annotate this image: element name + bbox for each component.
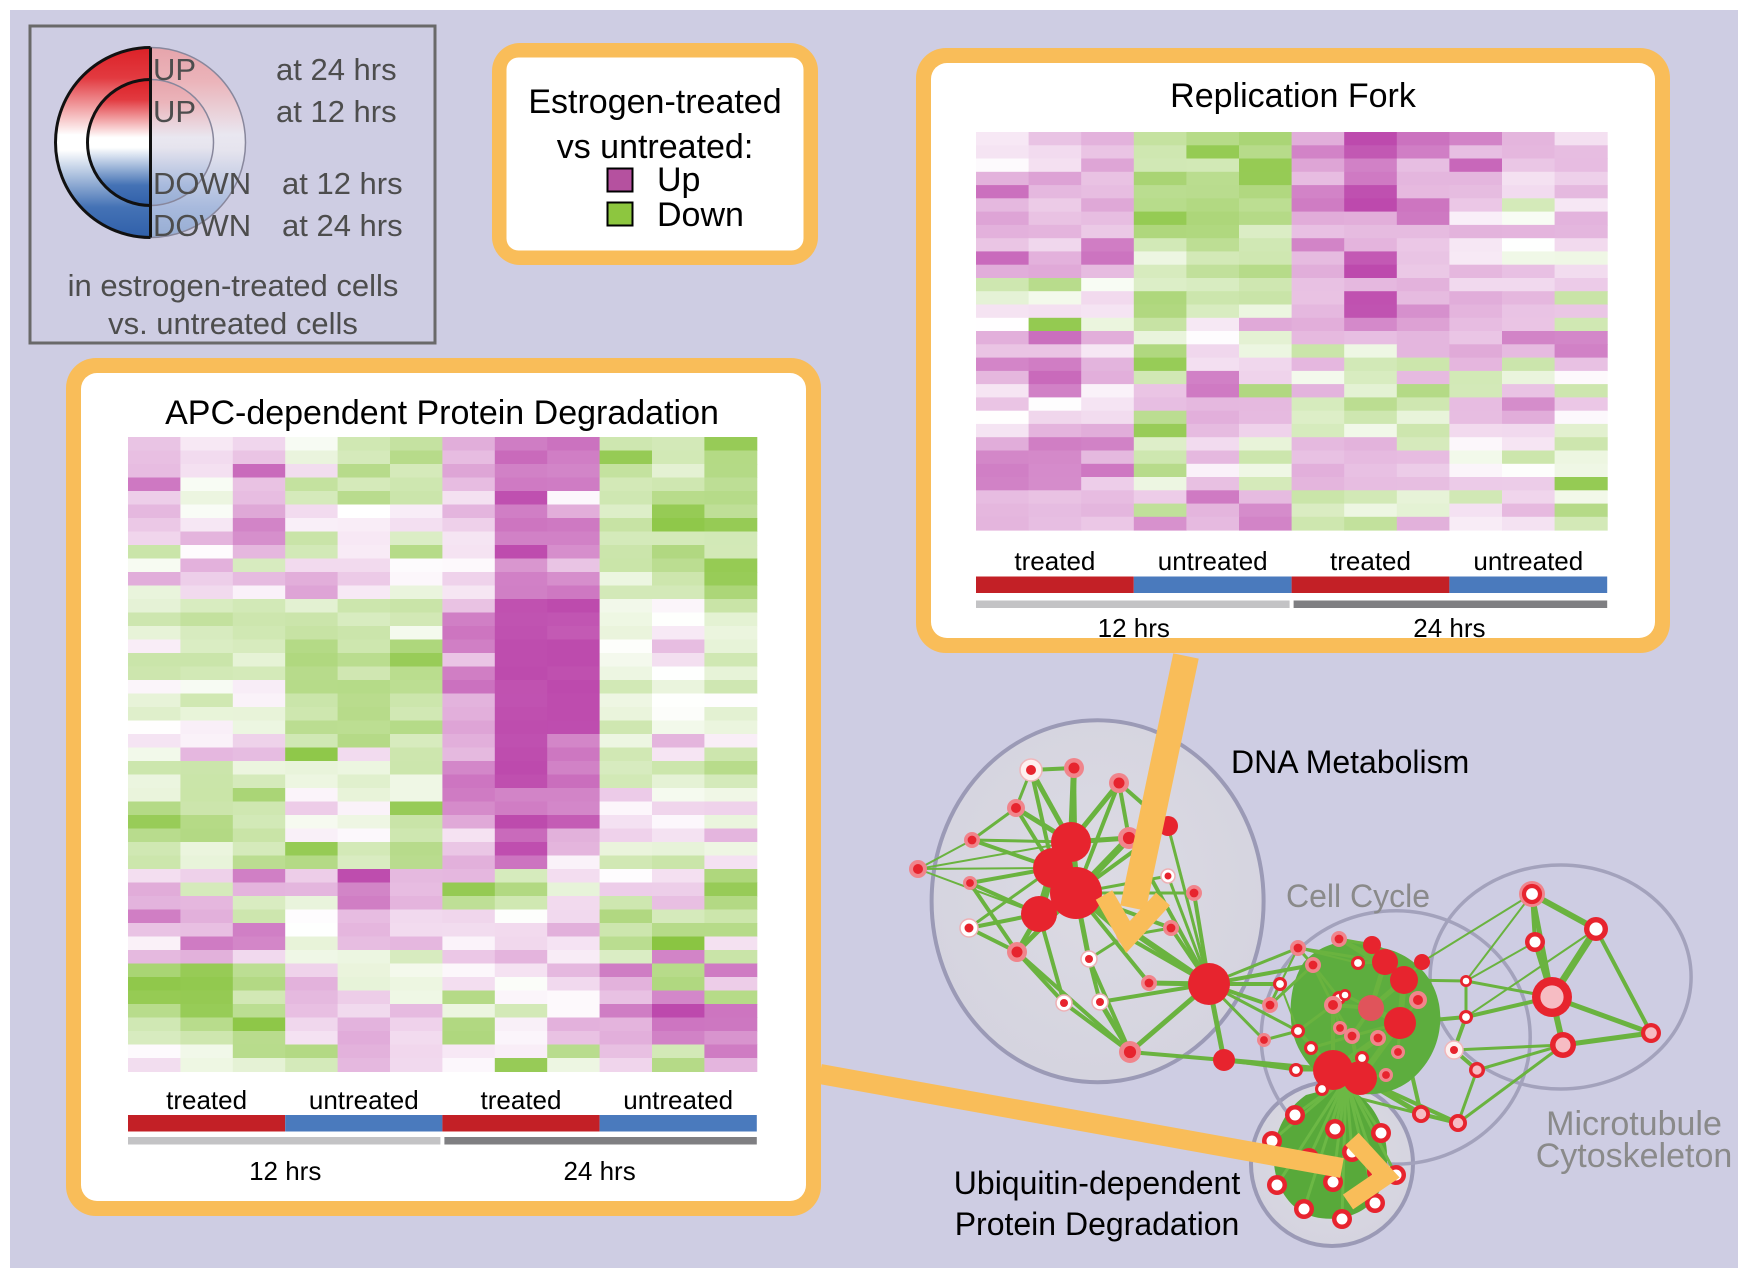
svg-text:treated: treated [1330, 546, 1411, 576]
svg-text:Down: Down [657, 196, 744, 234]
svg-text:Ubiquitin-dependent: Ubiquitin-dependent [954, 1165, 1241, 1201]
svg-text:in estrogen-treated cells: in estrogen-treated cells [68, 268, 399, 303]
svg-text:Estrogen-treated: Estrogen-treated [528, 83, 781, 121]
svg-text:untreated: untreated [309, 1085, 419, 1115]
svg-text:UP: UP [153, 52, 196, 87]
svg-text:at 24 hrs: at 24 hrs [282, 208, 403, 243]
svg-text:Cytoskeleton: Cytoskeleton [1536, 1137, 1733, 1175]
svg-text:treated: treated [1014, 546, 1095, 576]
svg-text:12 hrs: 12 hrs [1098, 613, 1170, 643]
svg-text:untreated: untreated [1158, 546, 1268, 576]
svg-text:Cell Cycle: Cell Cycle [1286, 878, 1430, 914]
svg-text:UP: UP [153, 94, 196, 129]
svg-text:at 12 hrs: at 12 hrs [276, 94, 397, 129]
svg-text:vs untreated:: vs untreated: [557, 128, 754, 166]
svg-text:treated: treated [481, 1085, 562, 1115]
svg-text:Up: Up [657, 161, 700, 199]
svg-text:DNA Metabolism: DNA Metabolism [1231, 744, 1469, 780]
svg-text:APC-dependent Protein Degradat: APC-dependent Protein Degradation [165, 394, 719, 432]
svg-text:12 hrs: 12 hrs [249, 1156, 321, 1186]
svg-text:Replication Fork: Replication Fork [1170, 77, 1417, 115]
svg-text:treated: treated [166, 1085, 247, 1115]
svg-text:DOWN: DOWN [153, 166, 251, 201]
svg-text:24 hrs: 24 hrs [1413, 613, 1485, 643]
svg-text:Microtubule: Microtubule [1546, 1105, 1722, 1143]
svg-text:untreated: untreated [1473, 546, 1583, 576]
svg-text:at 24 hrs: at 24 hrs [276, 52, 397, 87]
svg-text:Protein Degradation: Protein Degradation [955, 1206, 1240, 1242]
svg-text:untreated: untreated [623, 1085, 733, 1115]
svg-text:at 12 hrs: at 12 hrs [282, 166, 403, 201]
svg-text:vs. untreated cells: vs. untreated cells [108, 306, 358, 341]
svg-text:DOWN: DOWN [153, 208, 251, 243]
svg-text:24 hrs: 24 hrs [563, 1156, 635, 1186]
